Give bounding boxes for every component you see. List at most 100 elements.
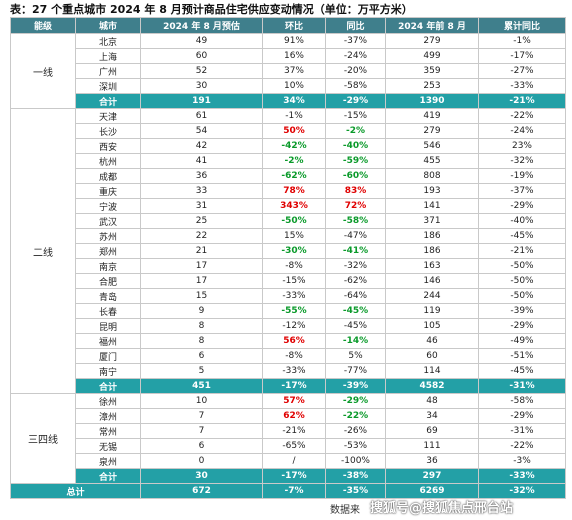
cell: 17 [140, 273, 263, 289]
cell: -39% [325, 378, 386, 394]
cell: 昆明 [75, 318, 141, 334]
cell: -50% [478, 258, 566, 274]
cell: 重庆 [75, 183, 141, 199]
cell: 15 [140, 288, 263, 304]
cell: 141 [385, 198, 479, 214]
cell: 62% [262, 408, 326, 424]
cell: -3% [478, 453, 566, 469]
data-row: 常州 7 -21% -26% 69 -31% [11, 423, 566, 439]
cell: -59% [325, 153, 386, 169]
data-row: 宁波 31 343% 72% 141 -29% [11, 198, 566, 214]
cell: -1% [478, 33, 566, 49]
cell: 359 [385, 63, 479, 79]
cell: 6 [140, 348, 263, 364]
cell: -32% [478, 483, 566, 499]
cell: 60 [140, 48, 263, 64]
cell: 郑州 [75, 243, 141, 259]
cell: 78% [262, 183, 326, 199]
cell: 61 [140, 108, 263, 124]
cell: 193 [385, 183, 479, 199]
supply-table: 能级 城市 2024 年 8 月预估 环比 同比 2024 年前 8 月累计同比 一线 北京 4… [10, 17, 566, 499]
cell: 49 [140, 33, 263, 49]
cell: -2% [262, 153, 326, 169]
cell: -15% [262, 273, 326, 289]
data-row: 一线 北京 49 91% -37% 279 -1% [10, 33, 566, 109]
cell: 119 [385, 303, 479, 319]
cell: 深圳 [75, 78, 141, 94]
data-row: 福州 8 56% -14% 46 -49% [11, 333, 566, 349]
cell: 南宁 [75, 363, 141, 379]
cell: 8 [140, 333, 263, 349]
cell: 33 [140, 183, 263, 199]
cell: 杭州 [75, 153, 141, 169]
cell: -7% [262, 483, 326, 499]
cell: -33% [478, 468, 566, 484]
cell: 无锡 [75, 438, 141, 454]
cell: -2% [325, 123, 386, 139]
cell: 36 [385, 453, 479, 469]
cell: 186 [385, 228, 479, 244]
cell: 30 [140, 468, 263, 484]
cell: -45% [325, 318, 386, 334]
cell: 371 [385, 213, 479, 229]
cell: -50% [478, 288, 566, 304]
data-row: 重庆 33 78% 83% 193 -37% [11, 183, 566, 199]
cell: 长春 [75, 303, 141, 319]
cell: 57% [262, 393, 326, 409]
cell: 漳州 [75, 408, 141, 424]
table-body: 能级 城市 2024 年 8 月预估 环比 同比 2024 年前 8 月累计同比 一线 北京 4… [10, 17, 566, 499]
cell: 111 [385, 438, 479, 454]
cell: 343% [262, 198, 326, 214]
cell: -58% [325, 213, 386, 229]
cell: 合计 [75, 378, 141, 394]
cell: 56% [262, 333, 326, 349]
cell: 7 [140, 408, 263, 424]
cell: 环比 [262, 17, 326, 34]
data-row: 长沙 54 50% -2% 279 -24% [11, 123, 566, 139]
cell: 总计 [10, 483, 141, 499]
cell: 武汉 [75, 213, 141, 229]
cell: / [262, 453, 326, 469]
data-row: 深圳 30 10% -58% 253 -33% [11, 78, 566, 94]
cell: -32% [325, 258, 386, 274]
cell: -17% [262, 378, 326, 394]
data-row: 武汉 25 -50% -58% 371 -40% [11, 213, 566, 229]
cell: -21% [262, 423, 326, 439]
subtotal-row: 合计 30 -17% -38% 297 -33% [11, 468, 566, 484]
cell: 105 [385, 318, 479, 334]
cell: 451 [140, 378, 263, 394]
data-row: 厦门 6 -8% 5% 60 -51% [11, 348, 566, 364]
cell: 二线 [10, 108, 76, 394]
cell: 福州 [75, 333, 141, 349]
cell: 南京 [75, 258, 141, 274]
cell: 34 [385, 408, 479, 424]
cell: -64% [325, 288, 386, 304]
data-row: 南宁 5 -33% -77% 114 -45% [11, 363, 566, 379]
cell: 36 [140, 168, 263, 184]
cell: 厦门 [75, 348, 141, 364]
cell: 一线 [10, 33, 76, 109]
cell: 16% [262, 48, 326, 64]
cell: -31% [478, 423, 566, 439]
cell: 186 [385, 243, 479, 259]
cell: 常州 [75, 423, 141, 439]
cell: 30 [140, 78, 263, 94]
cell: 10% [262, 78, 326, 94]
cell: 同比 [325, 17, 386, 34]
data-row: 成都 36 -62% -60% 808 -19% [11, 168, 566, 184]
cell: 泉州 [75, 453, 141, 469]
cell: 北京 [75, 33, 141, 49]
cell: -50% [262, 213, 326, 229]
cell: -1% [262, 108, 326, 124]
cell: -38% [325, 468, 386, 484]
cell: -41% [325, 243, 386, 259]
cell: 徐州 [75, 393, 141, 409]
cell: -37% [478, 183, 566, 199]
cell: 46 [385, 333, 479, 349]
data-row: 昆明 8 -12% -45% 105 -29% [11, 318, 566, 334]
cell: -35% [325, 483, 386, 499]
cell: -30% [262, 243, 326, 259]
cell: 52 [140, 63, 263, 79]
cell: 244 [385, 288, 479, 304]
cell: 499 [385, 48, 479, 64]
